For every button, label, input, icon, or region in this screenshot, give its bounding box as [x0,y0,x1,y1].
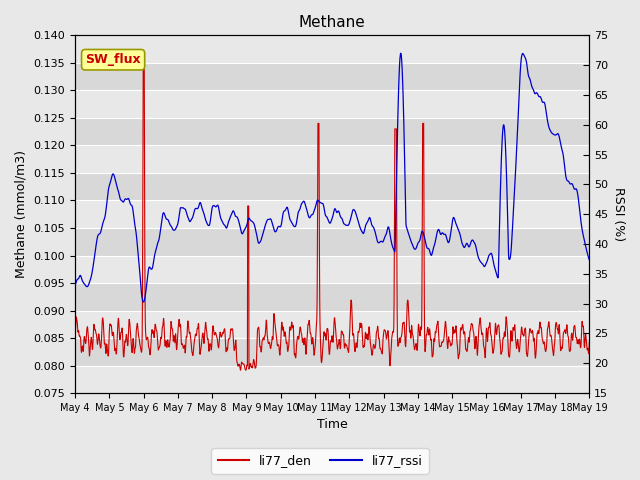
Bar [75,36,589,63]
Bar [75,283,589,311]
Text: SW_flux: SW_flux [85,53,141,66]
Bar [75,63,589,90]
X-axis label: Time: Time [317,419,348,432]
Bar [75,90,589,118]
Bar [75,201,589,228]
Bar [75,366,589,393]
Bar [75,173,589,201]
Bar [75,255,589,283]
Legend: li77_den, li77_rssi: li77_den, li77_rssi [211,448,429,474]
Y-axis label: Methane (mmol/m3): Methane (mmol/m3) [15,150,28,278]
Bar [75,145,589,173]
Bar [75,228,589,255]
Bar [75,118,589,145]
Bar [75,311,589,338]
Y-axis label: RSSI (%): RSSI (%) [612,187,625,241]
Bar [75,338,589,366]
Title: Methane: Methane [299,15,365,30]
